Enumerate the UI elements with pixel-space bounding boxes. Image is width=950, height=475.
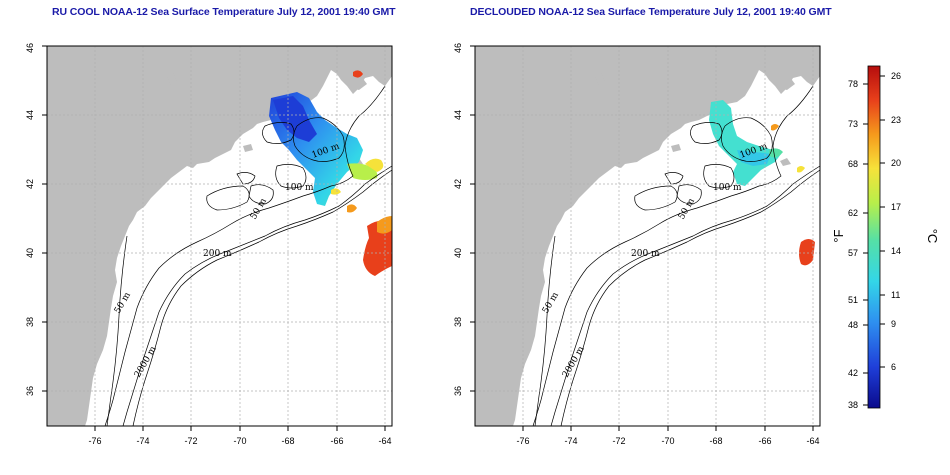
left-contour-label-100m-b: 100 m bbox=[285, 183, 314, 193]
colorbar-f-label: °F bbox=[831, 229, 846, 242]
right-xtick-label: -66 bbox=[758, 436, 771, 446]
left-xtick-label: -68 bbox=[281, 436, 294, 446]
right-frame bbox=[474, 45, 821, 427]
colorbar-bar bbox=[867, 65, 881, 409]
colorbar-c-tick: 6 bbox=[891, 362, 896, 372]
colorbar-ticks bbox=[863, 75, 885, 406]
colorbar-f-tick: 78 bbox=[848, 79, 858, 89]
left-sst-speck2 bbox=[331, 188, 341, 195]
left-ytick-label: 40 bbox=[25, 248, 35, 258]
left-ytick-label: 42 bbox=[25, 179, 35, 189]
right-xtick-label: -76 bbox=[516, 436, 529, 446]
colorbar-f-tick: 73 bbox=[848, 119, 858, 129]
colorbar-f-tick: 62 bbox=[848, 208, 858, 218]
right-ytick-label: 38 bbox=[453, 317, 463, 327]
left-ytick-label: 38 bbox=[25, 317, 35, 327]
right-xtick-label: -72 bbox=[612, 436, 625, 446]
left-xtick-label: -72 bbox=[184, 436, 197, 446]
left-sst-warm-patch2 bbox=[365, 158, 384, 172]
left-sst-gulfstream-edge bbox=[377, 216, 392, 234]
right-sst-speck2 bbox=[797, 166, 805, 173]
colorbar-f-tick: 48 bbox=[848, 320, 858, 330]
left-xtick-label: -66 bbox=[330, 436, 343, 446]
left-frame bbox=[46, 45, 393, 427]
right-map: 100 m 100 m 50 m 200 m 50 m 2000 m -76 -… bbox=[453, 43, 821, 446]
colorbar-f-tick: 38 bbox=[848, 400, 858, 410]
right-xtick-label: -64 bbox=[806, 436, 819, 446]
colorbar-f-tick: 57 bbox=[848, 248, 858, 258]
left-contour-label-200m: 200 m bbox=[203, 249, 232, 259]
right-ytick-label: 46 bbox=[453, 43, 463, 53]
left-ytick-label: 44 bbox=[25, 110, 35, 120]
left-xtick-label: -74 bbox=[136, 436, 149, 446]
right-contour-label-200m: 200 m bbox=[631, 249, 660, 259]
colorbar-f-tick: 42 bbox=[848, 368, 858, 378]
left-sst-cold-core bbox=[273, 96, 317, 142]
right-xtick-label: -68 bbox=[709, 436, 722, 446]
colorbar-c-tick: 11 bbox=[891, 290, 900, 300]
colorbar-c-tick: 14 bbox=[891, 246, 901, 256]
right-tick-marks bbox=[470, 45, 814, 431]
colorbar-c-tick: 17 bbox=[891, 202, 901, 212]
left-sst-warm-patch bbox=[347, 163, 378, 180]
left-tick-marks bbox=[42, 45, 386, 431]
left-sst-speck bbox=[347, 204, 357, 213]
left-xtick-label: -76 bbox=[88, 436, 101, 446]
left-ytick-label: 36 bbox=[25, 386, 35, 396]
right-xtick-label: -70 bbox=[661, 436, 674, 446]
colorbar-f-tick: 51 bbox=[848, 295, 858, 305]
right-sst-inner bbox=[737, 150, 771, 166]
right-xtick-label: -74 bbox=[564, 436, 577, 446]
colorbar-c-tick: 26 bbox=[891, 71, 901, 81]
colorbar-c-label: °C bbox=[925, 229, 940, 244]
right-ytick-label: 40 bbox=[453, 248, 463, 258]
left-ytick-label: 46 bbox=[25, 43, 35, 53]
right-sst-gulfstream bbox=[799, 239, 815, 266]
colorbar-f-tick: 68 bbox=[848, 159, 858, 169]
right-ytick-label: 44 bbox=[453, 110, 463, 120]
colorbar-c-tick: 20 bbox=[891, 158, 901, 168]
right-sst-edge bbox=[769, 148, 783, 158]
right-contour-label-100m-b: 100 m bbox=[713, 183, 742, 193]
left-sst-speck3 bbox=[353, 70, 363, 78]
colorbar-c-tick: 9 bbox=[891, 319, 896, 329]
right-sst-speck bbox=[771, 124, 779, 131]
right-ytick-label: 42 bbox=[453, 179, 463, 189]
colorbar-c-tick: 23 bbox=[891, 115, 901, 125]
right-ytick-label: 36 bbox=[453, 386, 463, 396]
colorbar: 78 73 68 62 57 51 48 42 38 26 23 20 17 1… bbox=[831, 65, 940, 410]
left-panel-title: RU COOL NOAA-12 Sea Surface Temperature … bbox=[52, 6, 396, 18]
left-map: 100 m 100 m 50 m 200 m 50 m 2000 m -76 -… bbox=[25, 43, 393, 446]
right-panel-title: DECLOUDED NOAA-12 Sea Surface Temperatur… bbox=[470, 6, 832, 18]
left-xtick-label: -70 bbox=[233, 436, 246, 446]
left-xtick-label: -64 bbox=[378, 436, 391, 446]
